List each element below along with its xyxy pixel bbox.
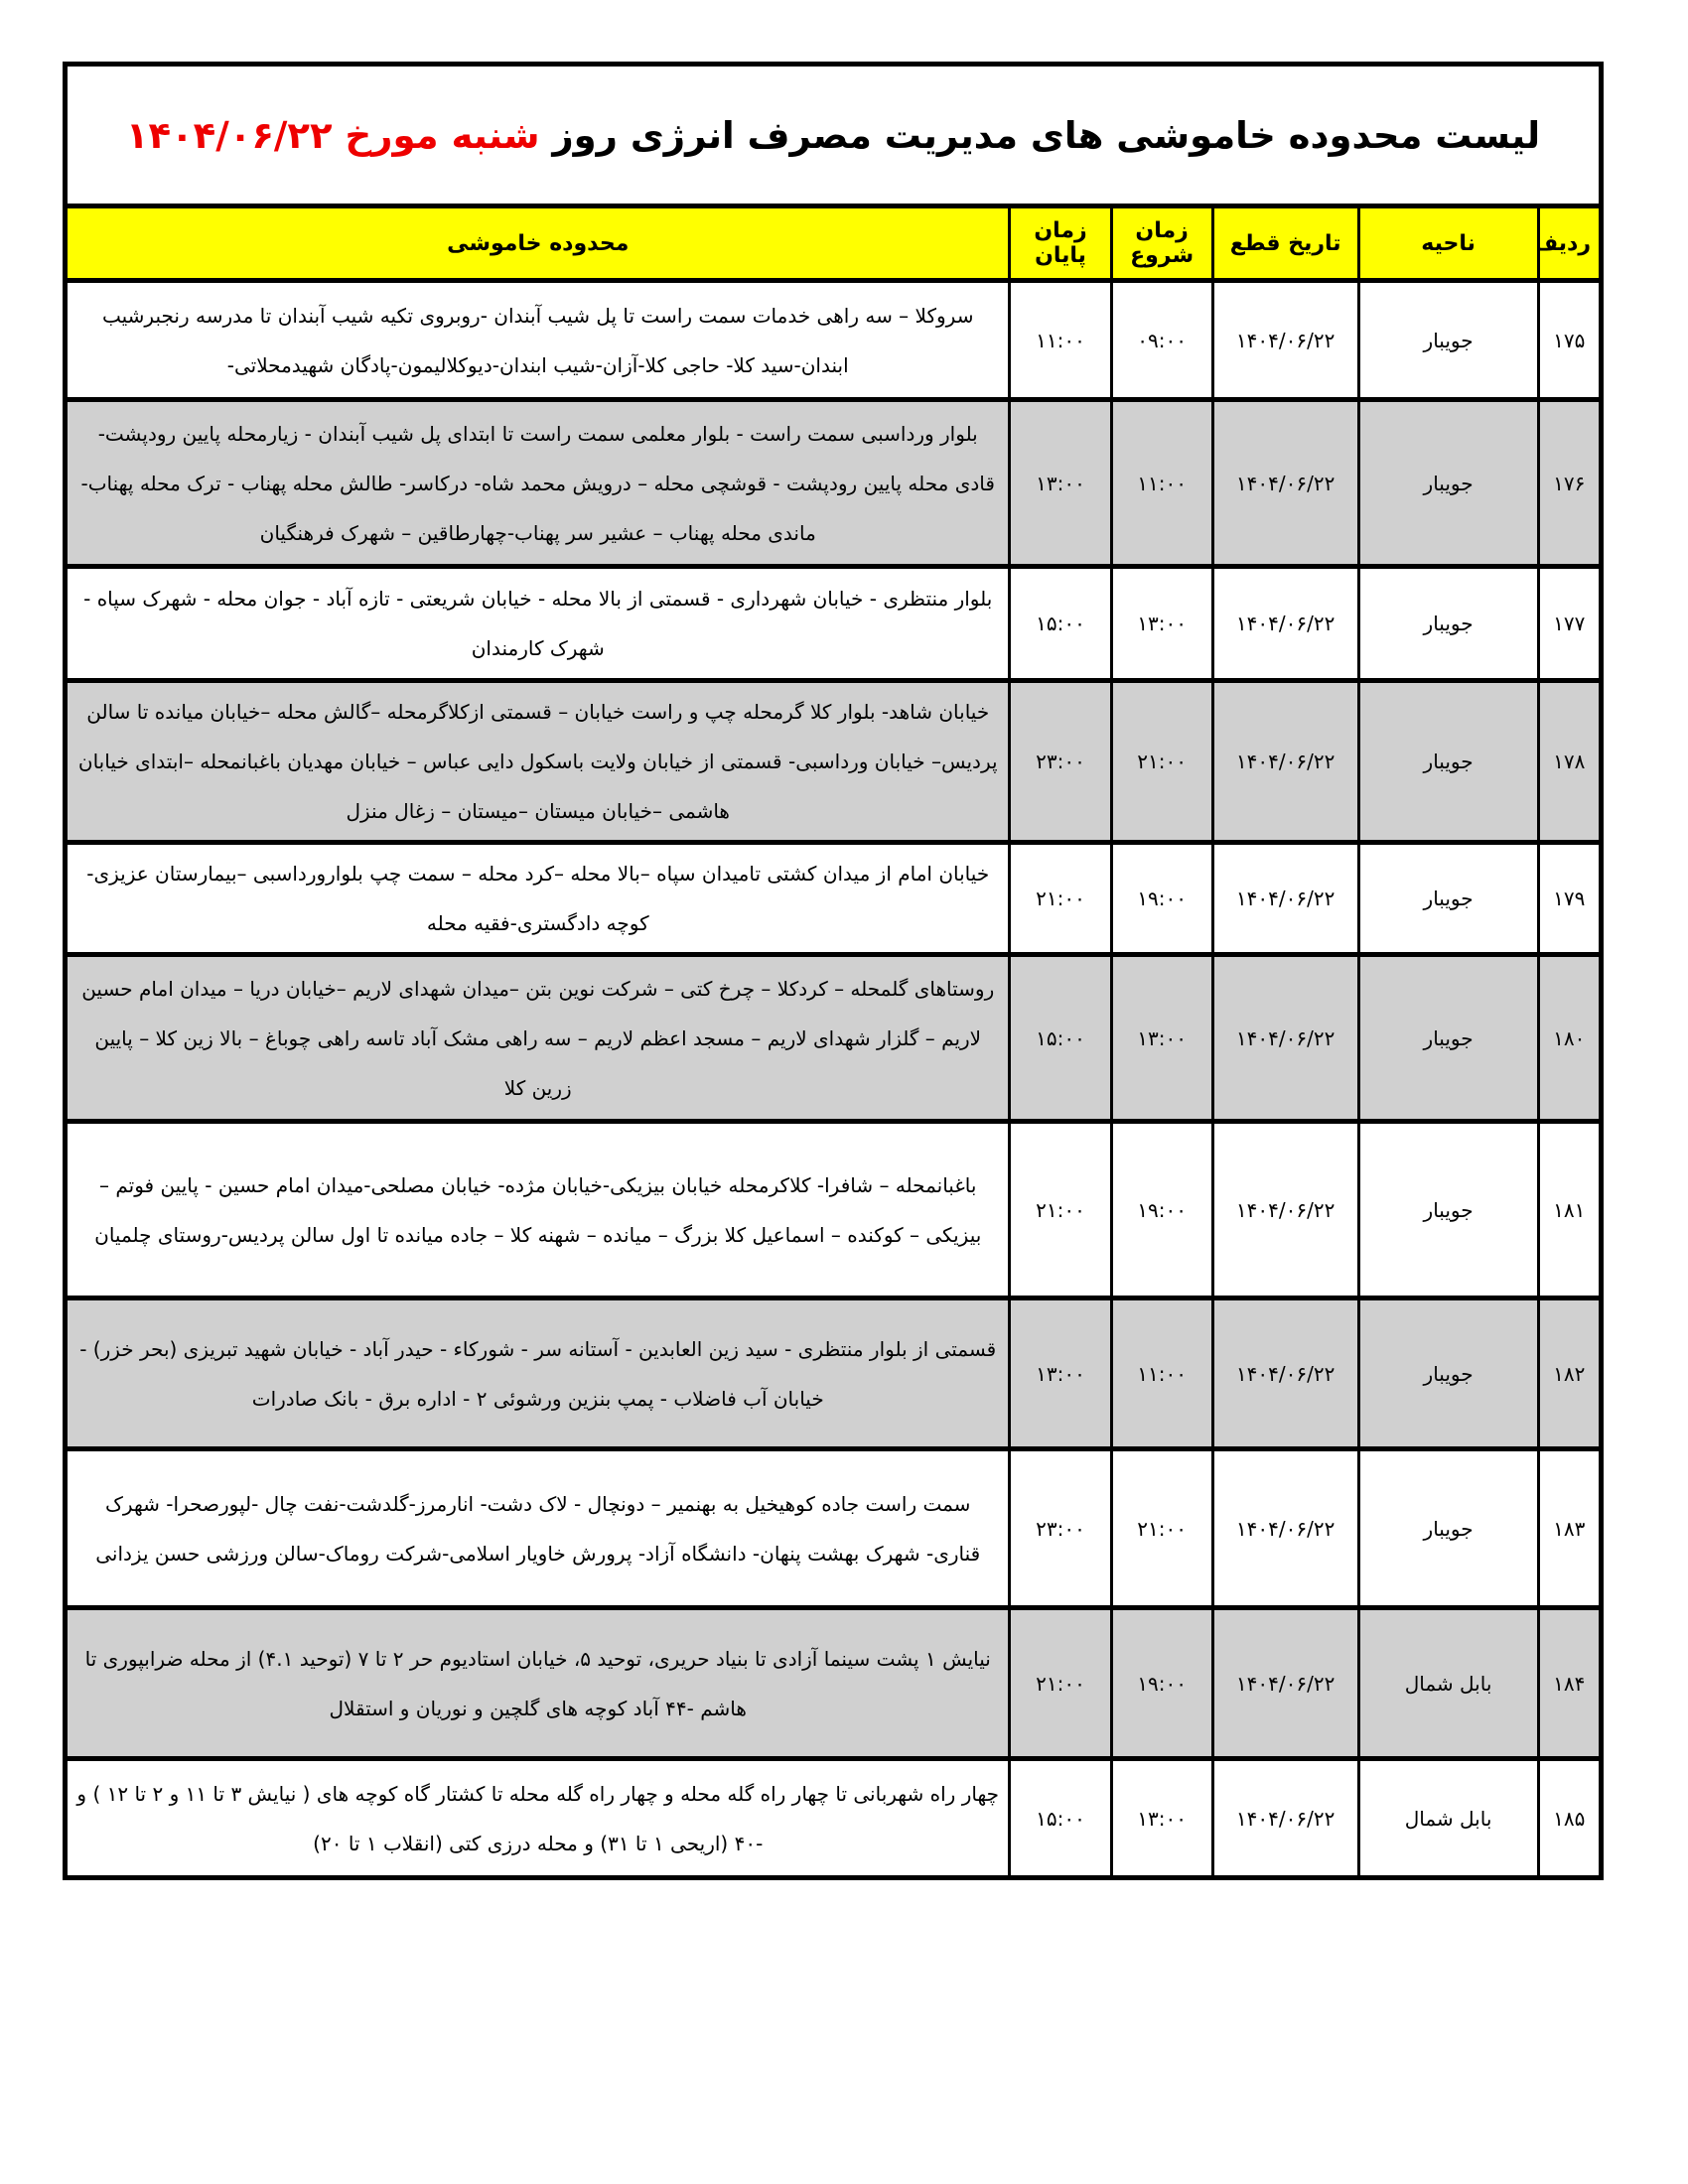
table-row: ۱۷۶ جویبار ۱۴۰۴/۰۶/۲۲ ۱۱:۰۰ ۱۳:۰۰ بلوار … bbox=[63, 397, 1604, 569]
table-row: ۱۸۳ جویبار ۱۴۰۴/۰۶/۲۲ ۲۱:۰۰ ۲۳:۰۰ سمت را… bbox=[63, 1446, 1604, 1610]
cell-row-number: ۱۸۴ bbox=[1536, 1605, 1604, 1761]
cell-date: ۱۴۰۴/۰۶/۲۲ bbox=[1210, 397, 1360, 569]
cell-area: جویبار bbox=[1356, 1296, 1540, 1451]
cell-row-number: ۱۸۱ bbox=[1536, 1119, 1604, 1300]
header-outage-range: محدوده خاموشی bbox=[63, 204, 1012, 283]
cell-area: جویبار bbox=[1356, 840, 1540, 957]
title-row: لیست محدوده خاموشی های مدیریت مصرف انرژی… bbox=[64, 62, 1603, 208]
cell-start-time: ۱۱:۰۰ bbox=[1109, 397, 1214, 569]
cell-row-number: ۱۸۰ bbox=[1536, 952, 1604, 1124]
table-row: ۱۸۴ بابل شمال ۱۴۰۴/۰۶/۲۲ ۱۹:۰۰ ۲۱:۰۰ نیا… bbox=[63, 1605, 1604, 1761]
page-title: لیست محدوده خاموشی های مدیریت مصرف انرژی… bbox=[64, 62, 1603, 208]
cell-area: جویبار bbox=[1356, 564, 1540, 683]
cell-end-time: ۱۵:۰۰ bbox=[1008, 564, 1113, 683]
header-date: تاریخ قطع bbox=[1210, 204, 1360, 283]
table-row: ۱۷۸ جویبار ۱۴۰۴/۰۶/۲۲ ۲۱:۰۰ ۲۳:۰۰ خیابان… bbox=[63, 678, 1604, 845]
cell-start-time: ۱۹:۰۰ bbox=[1109, 1605, 1214, 1761]
cell-date: ۱۴۰۴/۰۶/۲۲ bbox=[1210, 1605, 1360, 1761]
cell-end-time: ۲۳:۰۰ bbox=[1008, 1446, 1113, 1610]
header-start-time: زمان شروع bbox=[1109, 204, 1214, 283]
cell-end-time: ۱۵:۰۰ bbox=[1008, 952, 1113, 1124]
header-end-time: زمان پایان bbox=[1008, 204, 1113, 283]
cell-end-time: ۲۱:۰۰ bbox=[1008, 1605, 1113, 1761]
cell-end-time: ۱۵:۰۰ bbox=[1008, 1756, 1113, 1880]
cell-end-time: ۱۳:۰۰ bbox=[1008, 397, 1113, 569]
cell-row-number: ۱۷۷ bbox=[1536, 564, 1604, 683]
cell-start-time: ۲۱:۰۰ bbox=[1109, 678, 1214, 845]
table-row: ۱۷۷ جویبار ۱۴۰۴/۰۶/۲۲ ۱۳:۰۰ ۱۵:۰۰ بلوار … bbox=[63, 564, 1604, 683]
cell-area: جویبار bbox=[1356, 1446, 1540, 1610]
cell-area: جویبار bbox=[1356, 397, 1540, 569]
header-area: ناحیه bbox=[1356, 204, 1540, 283]
cell-outage-range: سمت راست جاده کوهیخیل به بهنمیر – دونچال… bbox=[63, 1446, 1012, 1610]
header-row-number: ردیف bbox=[1536, 204, 1604, 283]
cell-outage-range: بلوار ورداسبی سمت راست - بلوار معلمی سمت… bbox=[63, 397, 1012, 569]
cell-start-time: ۱۳:۰۰ bbox=[1109, 564, 1214, 683]
cell-area: جویبار bbox=[1356, 1119, 1540, 1300]
cell-date: ۱۴۰۴/۰۶/۲۲ bbox=[1210, 952, 1360, 1124]
cell-date: ۱۴۰۴/۰۶/۲۲ bbox=[1210, 678, 1360, 845]
cell-row-number: ۱۷۵ bbox=[1536, 278, 1604, 402]
cell-end-time: ۲۱:۰۰ bbox=[1008, 1119, 1113, 1300]
title-text: لیست محدوده خاموشی های مدیریت مصرف انرژی… bbox=[552, 113, 1541, 157]
document-sheet: لیست محدوده خاموشی های مدیریت مصرف انرژی… bbox=[63, 62, 1604, 1880]
table-row: ۱۸۲ جویبار ۱۴۰۴/۰۶/۲۲ ۱۱:۰۰ ۱۳:۰۰ قسمتی … bbox=[63, 1296, 1604, 1451]
cell-start-time: ۰۹:۰۰ bbox=[1109, 278, 1214, 402]
cell-end-time: ۲۱:۰۰ bbox=[1008, 840, 1113, 957]
cell-outage-range: سروکلا – سه راهی خدمات سمت راست تا پل شی… bbox=[63, 278, 1012, 402]
cell-start-time: ۱۳:۰۰ bbox=[1109, 1756, 1214, 1880]
cell-row-number: ۱۷۶ bbox=[1536, 397, 1604, 569]
cell-start-time: ۱۹:۰۰ bbox=[1109, 1119, 1214, 1300]
cell-end-time: ۱۱:۰۰ bbox=[1008, 278, 1113, 402]
cell-outage-range: قسمتی از بلوار منتظری - سید زین العابدین… bbox=[63, 1296, 1012, 1451]
cell-outage-range: باغبانمحله – شافرا- کلاکرمحله خیابان بیز… bbox=[63, 1119, 1012, 1300]
table-row: ۱۷۵ جویبار ۱۴۰۴/۰۶/۲۲ ۰۹:۰۰ ۱۱:۰۰ سروکلا… bbox=[63, 278, 1604, 402]
cell-date: ۱۴۰۴/۰۶/۲۲ bbox=[1210, 1756, 1360, 1880]
cell-outage-range: روستاهای گلمحله – کردکلا – چرخ کتی – شرک… bbox=[63, 952, 1012, 1124]
cell-end-time: ۱۳:۰۰ bbox=[1008, 1296, 1113, 1451]
cell-outage-range: خیابان امام از میدان کشتی تامیدان سپاه –… bbox=[63, 840, 1012, 957]
cell-date: ۱۴۰۴/۰۶/۲۲ bbox=[1210, 1119, 1360, 1300]
cell-outage-range: خیابان شاهد- بلوار کلا گرمحله چپ و راست … bbox=[63, 678, 1012, 845]
cell-row-number: ۱۸۵ bbox=[1536, 1756, 1604, 1880]
cell-row-number: ۱۷۸ bbox=[1536, 678, 1604, 845]
cell-area: بابل شمال bbox=[1356, 1756, 1540, 1880]
cell-row-number: ۱۸۳ bbox=[1536, 1446, 1604, 1610]
cell-area: جویبار bbox=[1356, 278, 1540, 402]
cell-start-time: ۱۹:۰۰ bbox=[1109, 840, 1214, 957]
cell-outage-range: بلوار منتظری - خیابان شهرداری - قسمتی از… bbox=[63, 564, 1012, 683]
title-date: شنبه مورخ ۱۴۰۴/۰۶/۲۲ bbox=[125, 113, 540, 157]
cell-outage-range: چهار راه شهربانی تا چهار راه گله محله و … bbox=[63, 1756, 1012, 1880]
cell-start-time: ۱۳:۰۰ bbox=[1109, 952, 1214, 1124]
cell-row-number: ۱۸۲ bbox=[1536, 1296, 1604, 1451]
table-row: ۱۸۵ بابل شمال ۱۴۰۴/۰۶/۲۲ ۱۳:۰۰ ۱۵:۰۰ چها… bbox=[63, 1756, 1604, 1880]
table-row: ۱۸۱ جویبار ۱۴۰۴/۰۶/۲۲ ۱۹:۰۰ ۲۱:۰۰ باغبان… bbox=[63, 1119, 1604, 1300]
cell-area: بابل شمال bbox=[1356, 1605, 1540, 1761]
cell-start-time: ۱۱:۰۰ bbox=[1109, 1296, 1214, 1451]
cell-start-time: ۲۱:۰۰ bbox=[1109, 1446, 1214, 1610]
table-row: ۱۸۰ جویبار ۱۴۰۴/۰۶/۲۲ ۱۳:۰۰ ۱۵:۰۰ روستاه… bbox=[63, 952, 1604, 1124]
cell-date: ۱۴۰۴/۰۶/۲۲ bbox=[1210, 564, 1360, 683]
cell-area: جویبار bbox=[1356, 952, 1540, 1124]
cell-row-number: ۱۷۹ bbox=[1536, 840, 1604, 957]
table-row: ۱۷۹ جویبار ۱۴۰۴/۰۶/۲۲ ۱۹:۰۰ ۲۱:۰۰ خیابان… bbox=[63, 840, 1604, 957]
cell-end-time: ۲۳:۰۰ bbox=[1008, 678, 1113, 845]
outage-table: لیست محدوده خاموشی های مدیریت مصرف انرژی… bbox=[63, 62, 1604, 1880]
cell-outage-range: نیایش ۱ پشت سینما آزادی تا بنیاد حریری، … bbox=[63, 1605, 1012, 1761]
cell-date: ۱۴۰۴/۰۶/۲۲ bbox=[1210, 278, 1360, 402]
cell-date: ۱۴۰۴/۰۶/۲۲ bbox=[1210, 1296, 1360, 1451]
cell-date: ۱۴۰۴/۰۶/۲۲ bbox=[1210, 1446, 1360, 1610]
cell-date: ۱۴۰۴/۰۶/۲۲ bbox=[1210, 840, 1360, 957]
table-header-row: ردیف ناحیه تاریخ قطع زمان شروع زمان پایا… bbox=[63, 204, 1604, 283]
cell-area: جویبار bbox=[1356, 678, 1540, 845]
